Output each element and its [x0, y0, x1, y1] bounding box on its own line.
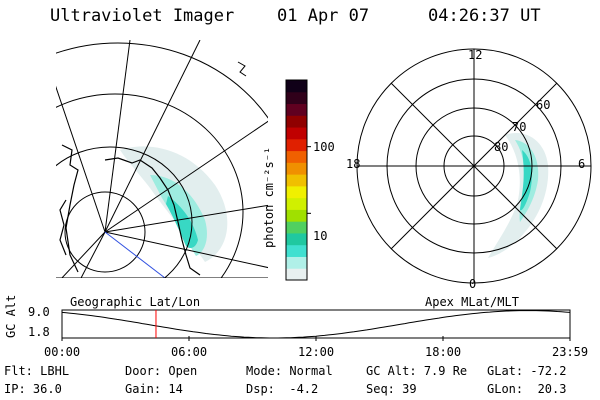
- time-tick-1200: 12:00: [298, 345, 335, 359]
- altitude-tick-9: 9.0: [28, 305, 50, 319]
- left-coastline: [59, 144, 201, 276]
- time-tick-0600: 06:00: [171, 345, 208, 359]
- info-seq: Seq: 39: [366, 382, 417, 396]
- mlt-label-18: 18: [346, 157, 361, 171]
- colorbar-segment: [286, 185, 307, 199]
- colorbar: [285, 79, 311, 281]
- time-tick-2359: 23:59: [552, 345, 589, 359]
- colorbar-frame: [285, 79, 308, 281]
- left-coastline-fragment: [237, 61, 247, 77]
- colorbar-segment: [286, 115, 307, 128]
- colorbar-tick-10: 10: [313, 229, 328, 243]
- info-glat: GLat: -72.2: [487, 364, 567, 378]
- mlt-label-0: 0: [469, 277, 477, 291]
- colorbar-unit-label: photon cm⁻²s⁻¹: [262, 146, 276, 248]
- altitude-tick-1-8: 1.8: [28, 325, 50, 339]
- colorbar-segment: [286, 80, 307, 93]
- colorbar-segment: [286, 174, 307, 187]
- instrument-title: Ultraviolet Imager: [50, 6, 235, 26]
- left-meridians: [56, 40, 268, 278]
- colorbar-segment: [286, 138, 307, 152]
- info-door: Door: Open: [125, 364, 198, 378]
- mlat-label-60: 60: [536, 98, 551, 112]
- altitude-curve: [61, 310, 571, 339]
- info-ip: IP: 36.0: [4, 382, 62, 396]
- mlat-label-80: 80: [494, 140, 509, 154]
- right-map-name: Apex MLat/MLT: [425, 295, 519, 309]
- info-gc-alt: GC Alt: 7.9 Re: [366, 364, 468, 378]
- info-dsp: Dsp: -4.2: [246, 382, 319, 396]
- observation-time: 04:26:37 UT: [428, 6, 541, 26]
- colorbar-segment: [286, 162, 307, 175]
- info-flt: Flt: LBHL: [4, 364, 70, 378]
- observation-date: 01 Apr 07: [277, 6, 370, 26]
- colorbar-segment: [286, 91, 307, 105]
- mlt-label-12: 12: [468, 48, 483, 62]
- terminator-line: [104, 231, 166, 278]
- mlat-label-70: 70: [512, 120, 527, 134]
- colorbar-segment: [286, 244, 307, 257]
- info-mode: Mode: Normal: [246, 364, 333, 378]
- colorbar-segment: [286, 209, 307, 222]
- colorbar-tick-100: 100: [313, 140, 335, 154]
- geographic-map: [56, 40, 268, 278]
- colorbar-segment: [286, 103, 307, 116]
- mlt-label-6: 6: [578, 157, 586, 171]
- left-latitude-circles: [56, 42, 268, 278]
- colorbar-segment: [286, 221, 307, 234]
- info-glon: GLon: 20.3: [487, 382, 567, 396]
- colorbar-segment: [286, 150, 307, 163]
- colorbar-segment: [286, 268, 307, 281]
- apex-map: [356, 48, 592, 284]
- left-map-name: Geographic Lat/Lon: [70, 295, 201, 309]
- altitude-plot-frame: [61, 309, 571, 339]
- colorbar-segment: [286, 256, 307, 269]
- time-tick-1800: 18:00: [425, 345, 462, 359]
- right-aurora-oval: [488, 133, 549, 258]
- colorbar-segment: [286, 197, 307, 210]
- info-gain: Gain: 14: [125, 382, 183, 396]
- altitude-axis-label: GC Alt: [4, 294, 18, 338]
- colorbar-segment: [286, 127, 307, 140]
- altitude-plot: [61, 309, 571, 341]
- time-tick-0000: 00:00: [44, 345, 81, 359]
- apex-diag-line-2: [390, 82, 558, 250]
- colorbar-segment: [286, 232, 307, 246]
